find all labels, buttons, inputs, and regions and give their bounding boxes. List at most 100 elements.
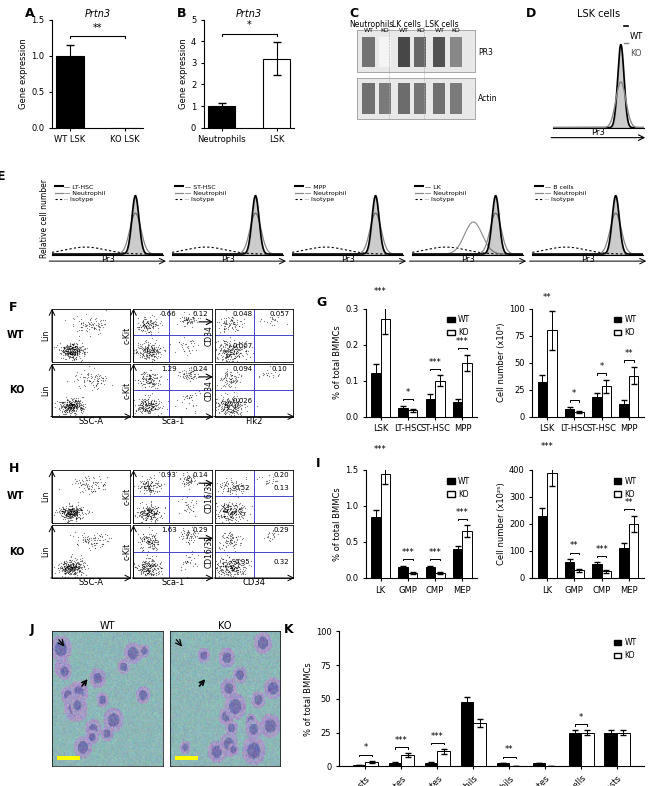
Point [66, 510, 76, 523]
Point [228, 316, 239, 329]
Point [150, 402, 160, 414]
Point [73, 345, 83, 358]
Point [240, 335, 251, 347]
Point [227, 353, 238, 365]
Point [147, 565, 157, 578]
Point [139, 365, 150, 378]
Point [89, 532, 99, 545]
Point [131, 345, 142, 358]
Point [190, 406, 201, 419]
Point [75, 479, 86, 491]
Text: 0.057: 0.057 [269, 311, 289, 317]
Point [226, 391, 237, 404]
Point [219, 498, 229, 511]
Point [213, 399, 224, 411]
Point [148, 339, 158, 351]
Point [144, 538, 154, 550]
Point [57, 345, 67, 358]
Point [72, 403, 83, 416]
Point [214, 537, 225, 549]
Point [140, 347, 151, 360]
Point [223, 402, 233, 414]
Point [227, 555, 238, 567]
Point [140, 398, 151, 410]
Point [68, 402, 78, 414]
Point [185, 362, 196, 374]
Text: 1.63: 1.63 [161, 527, 177, 534]
Point [231, 538, 241, 551]
Point [182, 474, 192, 487]
Point [140, 396, 151, 409]
Point [221, 506, 231, 519]
Point [64, 401, 74, 413]
Point [136, 321, 146, 333]
Point [60, 565, 71, 578]
Point [240, 337, 251, 350]
Point [69, 561, 79, 574]
Point [229, 346, 240, 358]
Point [77, 354, 87, 366]
Point [259, 531, 269, 544]
Point [144, 391, 155, 403]
Point [62, 342, 72, 354]
Point [142, 369, 153, 382]
Point [66, 562, 77, 575]
Point [218, 558, 228, 571]
Point [226, 560, 237, 573]
Point [242, 400, 253, 413]
Point [74, 395, 85, 407]
Point [144, 370, 154, 383]
Point [223, 498, 233, 511]
Point [73, 343, 84, 355]
Point [184, 527, 194, 539]
Point [98, 375, 108, 387]
Point [147, 539, 157, 552]
Point [60, 342, 70, 354]
Point [267, 473, 278, 486]
Point [246, 560, 256, 572]
Point [142, 560, 152, 572]
Point [144, 380, 154, 392]
Point [76, 402, 86, 414]
Point [147, 560, 157, 572]
Point [221, 311, 231, 324]
Point [146, 314, 156, 326]
Point [221, 410, 231, 422]
Point [71, 506, 81, 519]
Point [222, 393, 232, 406]
Point [68, 341, 79, 354]
Point [227, 407, 237, 420]
Point [59, 396, 70, 409]
Point [227, 482, 238, 494]
Point [140, 567, 151, 580]
Point [215, 478, 226, 490]
Point [185, 313, 195, 325]
Point [218, 347, 229, 360]
Point [73, 560, 83, 573]
Point [67, 399, 77, 411]
Point [227, 341, 238, 354]
Point [96, 374, 106, 387]
Point [64, 507, 74, 520]
Point [71, 395, 81, 408]
Point [140, 399, 150, 412]
Point [223, 402, 233, 414]
Point [138, 402, 148, 415]
Point [150, 345, 161, 358]
Legend: — ST-HSC, — Neutrophil, ·· Isotype: — ST-HSC, — Neutrophil, ·· Isotype [176, 184, 226, 202]
Point [90, 322, 101, 335]
Point [229, 316, 239, 329]
Point [140, 395, 150, 408]
Point [135, 531, 146, 544]
Point [90, 370, 101, 383]
Point [70, 567, 81, 579]
Point [188, 371, 198, 384]
Point [56, 399, 66, 411]
Point [63, 394, 73, 406]
Point [135, 508, 146, 520]
Point [234, 348, 244, 361]
Point [77, 340, 87, 352]
Point [220, 556, 230, 568]
Point [81, 307, 92, 320]
Point [218, 538, 228, 551]
